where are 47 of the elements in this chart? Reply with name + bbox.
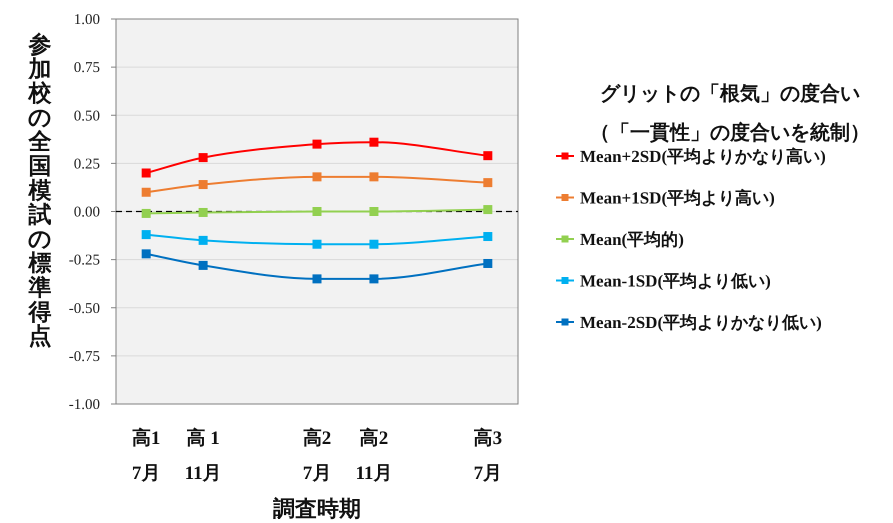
x-tick-label: 高2 7月 [302,427,332,484]
point [483,151,492,160]
point [369,207,378,216]
text: 参加校の全国模試の標準得点 [28,32,52,350]
point [198,236,208,245]
y-tick-label: -1.00 [68,397,100,413]
y-tick-label: -0.25 [68,252,100,269]
point [369,240,378,249]
point [312,172,322,182]
point [142,208,151,218]
point [198,180,208,190]
point [198,153,208,162]
point [369,172,378,182]
x-axis-title: 調査時期 [273,496,361,521]
x-tick-label: 高 1 11月 [184,427,222,484]
y-tick-label: 0.25 [74,156,100,172]
legend-label: Mean-1SD(平均より低い) [580,272,771,290]
legend-title: グリットの「根気」の度合い（「一貫性」の度合いを統制） [590,82,870,144]
point [369,138,378,147]
x-tick-label: 高2 11月 [355,427,392,484]
point [198,208,208,217]
point [483,232,492,242]
point [142,249,151,258]
point [483,178,492,188]
legend-label: Mean-2SD(平均よりかなり低い) [580,313,822,332]
y-tick-label: -0.50 [68,300,100,317]
y-tick-label: 0.50 [74,108,100,124]
point [312,274,322,284]
y-tick-label: 0.75 [74,60,100,76]
y-tick-label: 1.00 [74,12,100,28]
point [369,274,378,284]
point [483,205,492,214]
y-tick-label: 0.00 [74,204,100,220]
legend-label: Mean+2SD(平均よりかなり高い) [580,147,826,166]
point [483,258,492,268]
legend-label: Mean(平均的) [580,230,684,249]
point [198,260,208,270]
point [142,188,151,197]
x-tick-label: 高3 7月 [474,427,502,484]
point [312,140,322,149]
x-tick-label: 高1 7月 [132,427,160,484]
point [142,168,151,178]
y-tick-label: -0.75 [68,348,100,365]
point [312,240,322,249]
point [142,230,151,240]
point [312,207,322,216]
legend-label: Mean+1SD(平均より高い) [580,188,775,208]
